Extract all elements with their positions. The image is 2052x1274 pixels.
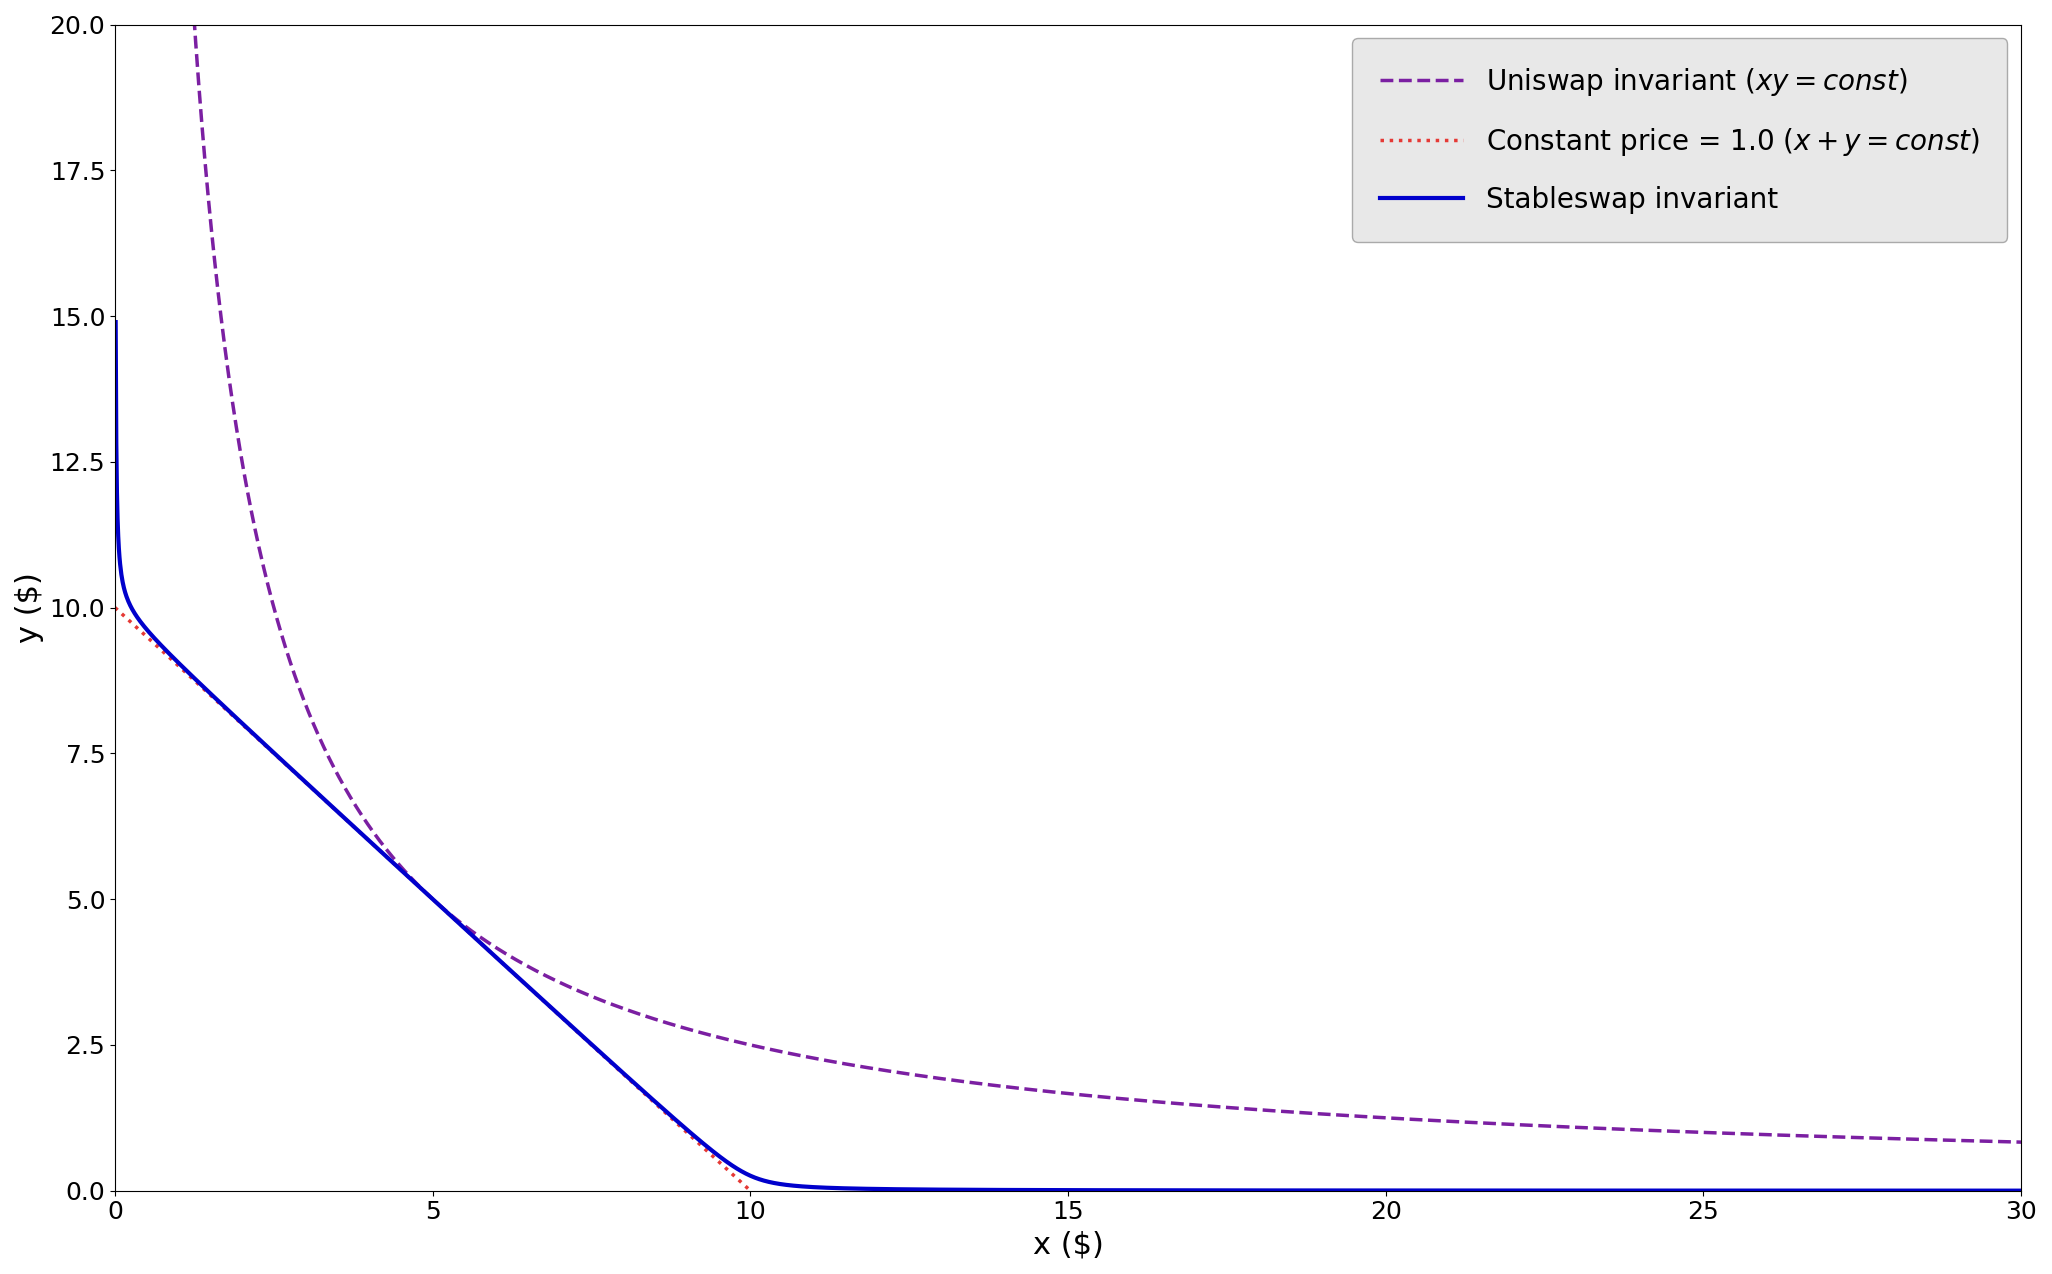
Uniswap invariant ($xy = const$) [2009,1134,2034,1149]
Legend: Uniswap invariant ($xy = const$), Constant price = 1.0 ($x + y = const$), Stable: Uniswap invariant ($xy = const$), Consta… [1352,38,2007,242]
Line: Uniswap invariant ($xy = const$): Uniswap invariant ($xy = const$) [191,0,2021,1142]
Stableswap invariant [103,315,127,330]
Line: Constant price = 1.0 ($x + y = const$): Constant price = 1.0 ($x + y = const$) [115,608,751,1191]
Constant price = 1.0 ($x + y = const$) [103,600,127,615]
Y-axis label: y ($): y ($) [14,572,43,643]
Stableswap invariant [433,903,458,919]
Uniswap invariant ($xy = const$) [1954,1133,1978,1148]
Constant price = 1.0 ($x + y = const$) [624,1078,648,1093]
Uniswap invariant ($xy = const$) [1010,1082,1034,1097]
Constant price = 1.0 ($x + y = const$) [447,916,472,931]
Uniswap invariant ($xy = const$) [683,1024,708,1040]
Uniswap invariant ($xy = const$) [334,784,359,799]
Stableswap invariant [1972,1184,1997,1199]
Constant price = 1.0 ($x + y = const$) [722,1170,747,1185]
Stableswap invariant [833,1181,858,1196]
Stableswap invariant [917,1182,942,1198]
Constant price = 1.0 ($x + y = const$) [480,947,505,962]
Uniswap invariant ($xy = const$) [490,944,515,959]
Stableswap invariant [2009,1184,2034,1199]
Constant price = 1.0 ($x + y = const$) [739,1184,763,1199]
X-axis label: x ($): x ($) [1032,1229,1104,1259]
Stableswap invariant [320,800,345,815]
Constant price = 1.0 ($x + y = const$) [408,880,433,896]
Line: Stableswap invariant: Stableswap invariant [115,322,2021,1191]
Stableswap invariant [1767,1184,1791,1199]
Constant price = 1.0 ($x + y = const$) [404,877,429,892]
Uniswap invariant ($xy = const$) [694,1027,718,1042]
